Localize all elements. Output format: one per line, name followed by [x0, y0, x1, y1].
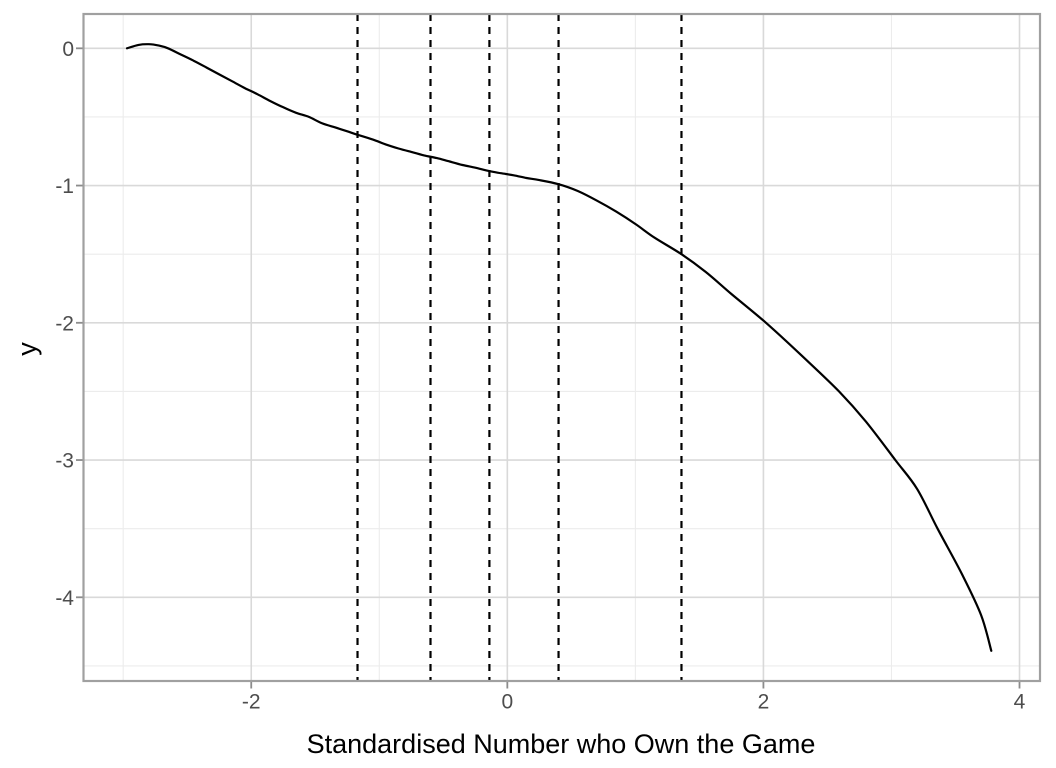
y-tick-label: -2: [55, 312, 74, 335]
x-axis-title: Standardised Number who Own the Game: [307, 729, 816, 759]
plot-panel: -2 0 2 4 0 -1 -2 -3 -4: [55, 12, 1042, 714]
x-tick-label: 2: [758, 691, 770, 714]
y-tick-label: -3: [55, 450, 74, 473]
x-tick-label: 0: [501, 691, 513, 714]
y-tick-label: -4: [55, 587, 74, 610]
y-tick-label: -1: [55, 175, 74, 198]
panel-background: [83, 14, 1040, 681]
data-curve: [125, 43, 993, 652]
x-tick-label: -2: [242, 691, 261, 714]
y-axis-title: y: [12, 342, 42, 356]
y-tick-label: 0: [62, 38, 74, 61]
panel-border: [82, 12, 1042, 683]
x-tick-label: 4: [1014, 691, 1026, 714]
